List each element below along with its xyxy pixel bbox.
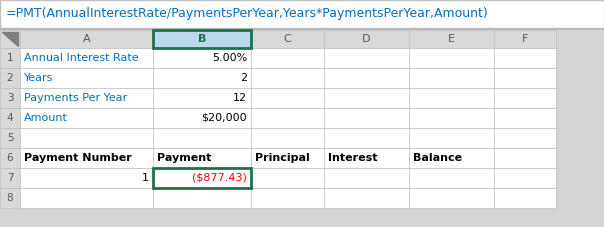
Bar <box>409 168 494 188</box>
Bar <box>494 148 556 168</box>
Bar <box>494 30 556 48</box>
Bar <box>0 108 20 128</box>
Bar <box>153 30 251 48</box>
Text: =PMT(AnnualInterestRate/PaymentsPerYear,Years*PaymentsPerYear,Amount): =PMT(AnnualInterestRate/PaymentsPerYear,… <box>6 7 489 20</box>
Bar <box>494 48 556 68</box>
Text: Principal: Principal <box>255 153 310 163</box>
Text: 1: 1 <box>142 173 149 183</box>
Bar <box>0 188 20 208</box>
Bar <box>494 168 556 188</box>
Bar <box>494 68 556 88</box>
Bar <box>251 108 324 128</box>
Text: D: D <box>362 34 371 44</box>
Bar <box>324 128 409 148</box>
Bar <box>20 168 153 188</box>
Bar <box>0 48 20 68</box>
Bar <box>20 128 153 148</box>
Text: 12: 12 <box>233 93 247 103</box>
Bar <box>251 68 324 88</box>
Bar <box>251 148 324 168</box>
Bar <box>20 148 153 168</box>
Text: Annual Interest Rate: Annual Interest Rate <box>24 53 139 63</box>
Bar <box>251 188 324 208</box>
Bar <box>0 88 20 108</box>
Text: E: E <box>448 34 455 44</box>
Text: Balance: Balance <box>413 153 462 163</box>
Text: 2: 2 <box>7 73 13 83</box>
Bar <box>409 188 494 208</box>
Text: Payment Number: Payment Number <box>24 153 132 163</box>
Bar <box>409 68 494 88</box>
Bar <box>324 88 409 108</box>
Bar <box>324 148 409 168</box>
Bar <box>251 48 324 68</box>
Bar <box>0 168 20 188</box>
Bar <box>0 148 20 168</box>
Bar <box>251 30 324 48</box>
Bar <box>409 128 494 148</box>
Bar <box>409 148 494 168</box>
Bar <box>494 88 556 108</box>
Text: Amount: Amount <box>24 113 68 123</box>
Bar <box>153 168 251 188</box>
Bar <box>153 148 251 168</box>
Bar <box>153 48 251 68</box>
Text: A: A <box>83 34 91 44</box>
Bar <box>251 128 324 148</box>
Bar <box>251 88 324 108</box>
Bar <box>324 30 409 48</box>
Text: Payment: Payment <box>157 153 211 163</box>
Bar <box>0 30 20 48</box>
Bar <box>494 108 556 128</box>
Bar <box>324 48 409 68</box>
Bar <box>20 188 153 208</box>
Bar <box>324 108 409 128</box>
Text: 4: 4 <box>7 113 13 123</box>
Text: C: C <box>284 34 291 44</box>
Text: ($877.43): ($877.43) <box>192 173 247 183</box>
Bar <box>409 108 494 128</box>
Text: B: B <box>198 34 206 44</box>
Bar <box>153 68 251 88</box>
Polygon shape <box>2 32 18 46</box>
Bar <box>324 68 409 88</box>
Bar <box>324 168 409 188</box>
Bar <box>153 128 251 148</box>
Bar <box>153 108 251 128</box>
Bar <box>20 48 153 68</box>
Text: 6: 6 <box>7 153 13 163</box>
Text: 3: 3 <box>7 93 13 103</box>
Bar <box>409 48 494 68</box>
Text: 5.00%: 5.00% <box>212 53 247 63</box>
Text: 2: 2 <box>240 73 247 83</box>
Text: 8: 8 <box>7 193 13 203</box>
Text: Payments Per Year: Payments Per Year <box>24 93 127 103</box>
Bar <box>0 28 604 30</box>
Bar <box>0 128 20 148</box>
Bar <box>20 30 153 48</box>
Text: 1: 1 <box>7 53 13 63</box>
Bar <box>494 128 556 148</box>
Bar <box>0 0 604 28</box>
Bar <box>0 68 20 88</box>
Text: $20,000: $20,000 <box>201 113 247 123</box>
Bar <box>494 188 556 208</box>
Text: Interest: Interest <box>328 153 378 163</box>
Text: 7: 7 <box>7 173 13 183</box>
Bar <box>251 168 324 188</box>
Bar <box>20 68 153 88</box>
Text: F: F <box>522 34 528 44</box>
Bar <box>20 108 153 128</box>
Bar <box>20 88 153 108</box>
Bar <box>153 88 251 108</box>
Bar <box>409 30 494 48</box>
Bar <box>153 188 251 208</box>
Bar <box>324 188 409 208</box>
Text: 5: 5 <box>7 133 13 143</box>
Text: Years: Years <box>24 73 53 83</box>
Bar <box>409 88 494 108</box>
